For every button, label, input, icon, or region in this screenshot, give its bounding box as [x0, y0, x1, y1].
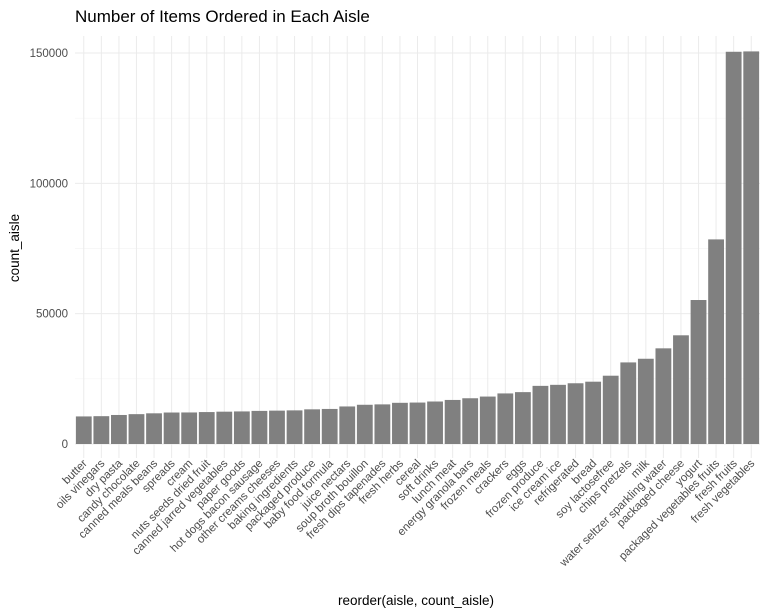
- bar-juice-nectars: [339, 406, 356, 444]
- bar-fresh-fruits: [725, 51, 742, 445]
- bar-ice-cream-ice: [550, 384, 566, 444]
- bar-oils-vinegars: [93, 416, 110, 444]
- bar-other-creams-cheeses: [269, 410, 285, 444]
- bar-soup-broth-bouillon: [356, 404, 373, 444]
- bar-packaged-produce: [304, 409, 321, 444]
- bar-fresh-herbs: [392, 402, 408, 444]
- bar-soft-drinks: [427, 401, 443, 444]
- bar-candy-chocolate: [128, 414, 145, 444]
- y-tick-label: 0: [62, 439, 68, 451]
- bar-refrigerated: [567, 383, 584, 444]
- y-tick-label: 100000: [30, 178, 68, 190]
- y-tick-label: 150000: [30, 48, 68, 60]
- bar-hot-dogs-bacon-sausage: [251, 410, 268, 444]
- bar-fresh-dips-tapenades: [374, 404, 391, 444]
- bar-water-seltzer-sparkling-water: [655, 348, 672, 444]
- bars: [75, 51, 760, 445]
- bar-chips-pretzels: [620, 362, 637, 444]
- bar-dry-pasta: [111, 414, 127, 444]
- bar-frozen-meals: [479, 396, 496, 444]
- bar-frozen-produce: [532, 385, 549, 444]
- bar-nuts-seeds-dried-fruit: [198, 412, 215, 444]
- bar-cream: [181, 412, 198, 444]
- bar-canned-meals-beans: [146, 413, 162, 444]
- bar-butter: [75, 416, 92, 444]
- bar-crackers: [497, 393, 514, 444]
- bar-packaged-cheese: [673, 335, 689, 444]
- bar-canned-jarred-vegetables: [216, 411, 233, 444]
- bar-cereal: [409, 402, 426, 444]
- bar-baby-food-formula: [321, 408, 338, 444]
- bar-eggs: [514, 392, 531, 444]
- bar-soy-lactosefree: [602, 375, 619, 444]
- bar-energy-granola-bars: [462, 398, 479, 444]
- bar-milk: [637, 358, 654, 444]
- bar-lunch-meat: [444, 399, 461, 444]
- chart-title: Number of Items Ordered in Each Aisle: [75, 7, 370, 26]
- bar-bread: [585, 381, 602, 444]
- bar-spreads: [163, 412, 180, 444]
- y-tick-label: 50000: [36, 309, 68, 321]
- bar-packaged-vegetables-fruits: [708, 239, 724, 444]
- bar-fresh-vegetables: [743, 51, 760, 444]
- y-axis-ticks: 0 50000 100000 150000: [30, 48, 68, 451]
- x-axis-title: reorder(aisle, count_aisle): [338, 593, 494, 608]
- bar-baking-ingredients: [286, 410, 303, 444]
- bar-paper-goods: [233, 411, 250, 444]
- bar-yogurt: [690, 300, 707, 444]
- y-axis-title: count_aisle: [7, 214, 22, 282]
